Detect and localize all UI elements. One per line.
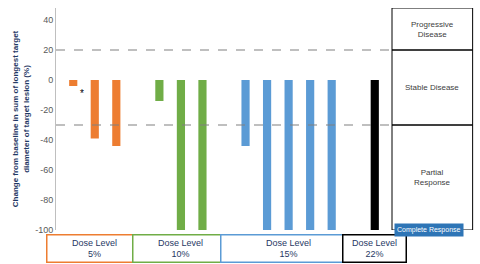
svg-text:-60: -60 (40, 165, 53, 175)
svg-text:Complete Response: Complete Response (397, 226, 461, 234)
svg-text:20: 20 (43, 45, 53, 55)
svg-text:*: * (80, 88, 84, 99)
svg-text:-80: -80 (40, 195, 53, 205)
svg-text:Stable Disease: Stable Disease (405, 83, 459, 92)
svg-text:-20: -20 (40, 105, 53, 115)
svg-text:Dose Level10%: Dose Level10% (158, 238, 203, 260)
svg-text:-40: -40 (40, 135, 53, 145)
svg-text:0: 0 (48, 75, 53, 85)
svg-text:PartialResponse: PartialResponse (414, 168, 451, 187)
svg-text:ProgressiveDisease: ProgressiveDisease (411, 20, 454, 39)
svg-text:Dose Level22%: Dose Level22% (352, 238, 397, 260)
svg-text:40: 40 (43, 15, 53, 25)
svg-text:Dose Level15%: Dose Level15% (266, 238, 311, 260)
svg-text:Dose Level5%: Dose Level5% (72, 238, 117, 260)
svg-text:-100: -100 (35, 225, 53, 235)
svg-text:Change from baseline in sum of: Change from baseline in sum of longest t… (11, 30, 30, 207)
